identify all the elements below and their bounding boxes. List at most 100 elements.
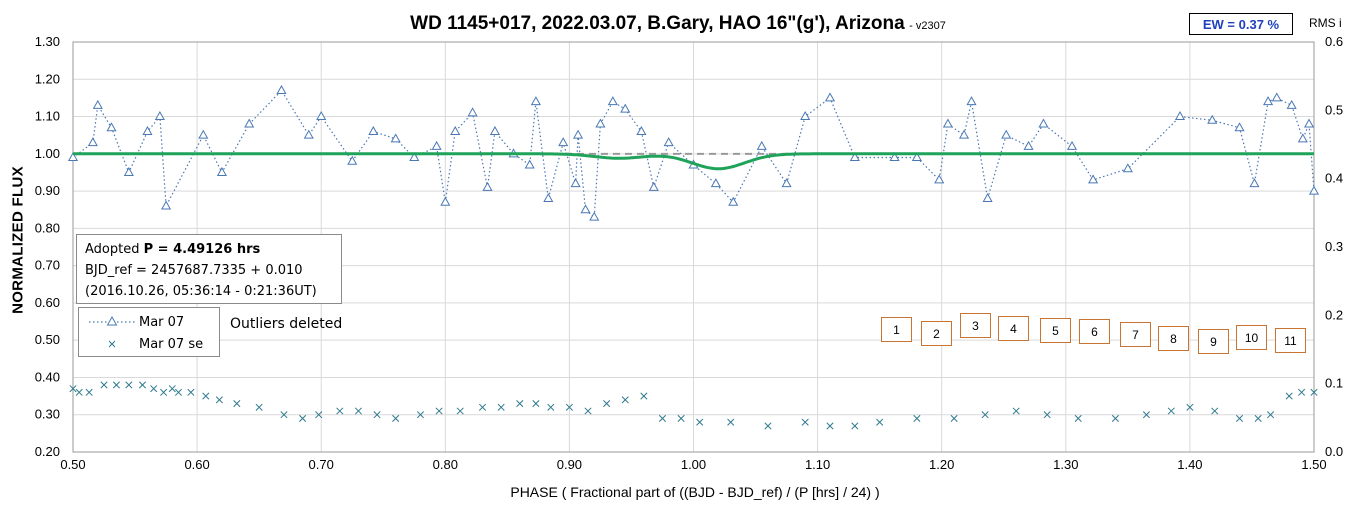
x-marker (174, 388, 183, 396)
plot-frame (72, 41, 1315, 453)
x-marker (621, 396, 629, 404)
triangle-marker (467, 107, 478, 117)
triangle-marker (154, 111, 165, 121)
triangle-marker (636, 125, 647, 135)
x-tick-label: 1.50 (1301, 457, 1326, 472)
triangle-marker (663, 137, 674, 147)
x-marker (603, 399, 611, 408)
triangle-marker (1122, 163, 1133, 173)
triangle-marker (756, 140, 767, 150)
ew-badge: EW = 0.37 % (1189, 13, 1293, 35)
numbered-box-10: 10 (1236, 325, 1267, 350)
legend-item-mar07: Mar 07 (79, 313, 221, 333)
triangle-marker (303, 129, 314, 139)
numbered-box-8: 8 (1158, 326, 1189, 351)
triangle-marker (982, 193, 993, 203)
x-marker (1074, 414, 1082, 423)
triangle-marker (728, 196, 739, 206)
y-tick-label: 0.40 (35, 369, 60, 384)
triangle-marker (1263, 96, 1274, 106)
triangle-marker (620, 103, 631, 113)
x-marker (354, 407, 362, 415)
triangle-marker (1066, 140, 1078, 150)
triangle-marker (958, 129, 970, 139)
y-tick-labels: 0.20 0.30 0.40 0.50 0.60 0.70 0.80 0.90 1.00 1.10… (35, 34, 60, 459)
x-marker (516, 399, 524, 408)
triangle-marker (800, 111, 811, 121)
x-marker (876, 418, 884, 426)
model-curves (73, 152, 1314, 171)
triangle-marker (142, 125, 153, 135)
triangle-marker (440, 196, 451, 206)
y2-tick-label: 0.1 (1325, 376, 1343, 391)
x-marker (435, 407, 443, 415)
x-marker (392, 414, 400, 423)
x-marker (1012, 407, 1020, 415)
x-marker (826, 422, 834, 430)
period-line: Adopted P = 4.49126 hrs (85, 239, 333, 260)
triangle-marker (489, 125, 500, 135)
period-value: P = 4.49126 hrs (143, 242, 261, 257)
x-marker (677, 414, 685, 423)
x-marker (1235, 414, 1244, 423)
triangle-marker (530, 96, 541, 106)
y2-tick-labels: 0.0 0.1 0.2 0.3 0.4 0.5 0.6 (1325, 34, 1343, 459)
x-tick-label: 0.70 (309, 457, 334, 472)
x-marker (565, 403, 573, 411)
x-marker (299, 414, 307, 423)
triangle-marker (570, 178, 581, 188)
y-tick-label: 0.30 (35, 407, 60, 422)
x-marker (1142, 411, 1151, 419)
triangle-marker (934, 174, 945, 184)
x-marker (138, 381, 147, 389)
x-marker (215, 396, 223, 404)
x-tick-label: 0.90 (557, 457, 582, 472)
y2-tick-label: 0.3 (1325, 239, 1343, 254)
triangle-marker (1303, 118, 1315, 128)
triangle-marker (92, 99, 103, 109)
x-marker (727, 418, 735, 426)
triangle-marker (431, 140, 442, 150)
triangle-marker (589, 211, 600, 221)
x-marker (1186, 403, 1194, 411)
triangle-marker (450, 125, 461, 135)
triangle-marker (911, 152, 922, 162)
x-tick-label: 0.50 (60, 457, 85, 472)
x-tick-label: 1.30 (1053, 457, 1078, 472)
x-marker (112, 381, 120, 389)
x-marker (187, 388, 195, 396)
x-marker (1043, 411, 1051, 419)
x-marker (801, 418, 809, 426)
x-marker (1298, 388, 1306, 396)
triangle-marker (368, 125, 379, 135)
triangle-marker (87, 137, 98, 147)
x-marker-icon (108, 340, 116, 348)
x-tick-label: 1.00 (681, 457, 706, 472)
triangle-marker (558, 137, 569, 147)
triangle-marker (1308, 185, 1320, 195)
triangle-marker (1297, 133, 1308, 143)
triangle-marker (580, 204, 591, 214)
x-marker (696, 418, 704, 426)
x-marker (532, 399, 540, 408)
version-note: - v2307 (909, 20, 946, 32)
x-tick-label: 0.80 (433, 457, 458, 472)
numbered-box-7: 7 (1120, 322, 1151, 347)
x-marker (547, 403, 555, 411)
numbered-box-1: 1 (881, 317, 912, 342)
x-marker (233, 399, 241, 408)
x-tick-label: 0.60 (184, 457, 209, 472)
y2-tick-label: 0.2 (1325, 307, 1343, 322)
x-tick-labels: 0.50 0.60 0.70 0.80 0.90 1.00 1.10 1.20 1.30 1.40… (60, 457, 1326, 472)
numbered-box-9: 9 (1198, 329, 1229, 354)
x-tick-label: 1.40 (1177, 457, 1202, 472)
triangle-marker (1207, 114, 1218, 124)
triangle-marker (889, 152, 900, 162)
x-marker (456, 407, 464, 415)
bjd-date-line: (2016.10.26, 05:36:14 - 0:21:36UT) (85, 284, 317, 299)
y-tick-label: 1.30 (35, 34, 60, 49)
triangle-marker (161, 200, 172, 210)
triangle-marker (607, 96, 618, 106)
triangle-marker (1249, 178, 1260, 188)
